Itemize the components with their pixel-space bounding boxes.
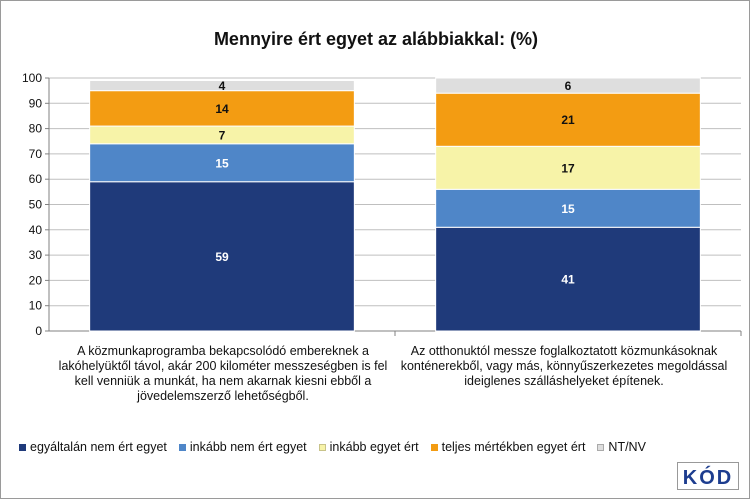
category-label-2: Az otthonuktól messze foglalkoztatott kö…: [400, 344, 728, 388]
bar-segment: [89, 80, 355, 92]
y-tick-label: 50: [29, 198, 43, 212]
legend-item: inkább nem ért egyet: [178, 440, 307, 454]
legend-swatch: [178, 443, 186, 451]
data-label: 21: [561, 113, 575, 127]
data-label: 15: [215, 156, 229, 170]
y-tick-label: 20: [29, 273, 43, 287]
legend-label: NT/NV: [608, 440, 646, 454]
bar-segment: [435, 145, 701, 190]
data-label: 15: [561, 202, 575, 216]
bar-segment: [89, 143, 355, 183]
legend-swatch: [597, 443, 605, 451]
legend-item: teljes mértékben egyet ért: [430, 440, 586, 454]
legend-item: inkább egyet ért: [318, 440, 419, 454]
data-label: 4: [219, 79, 226, 93]
data-label: 17: [561, 161, 575, 175]
data-label: 6: [565, 79, 572, 93]
logo-border: [677, 462, 739, 490]
y-tick-label: 90: [29, 96, 43, 110]
legend: egyáltalán nem ért egyet inkább nem ért …: [19, 438, 658, 456]
data-label: 59: [215, 250, 229, 264]
legend-swatch: [19, 443, 26, 451]
data-label: 7: [219, 128, 226, 142]
legend-label: teljes mértékben egyet ért: [441, 440, 586, 454]
y-tick-label: 70: [29, 147, 43, 161]
y-tick-label: 30: [29, 248, 43, 262]
chart-title: Mennyire ért egyet az alábbiakkal: (%): [213, 29, 539, 49]
stacked-bar-chart: 0 10 20 30 40 50 60 70 80 90 100 59 15 7 14 4 41 15 17 21 6: [22, 71, 742, 338]
y-tick-label: 10: [29, 299, 43, 313]
data-label: 14: [215, 102, 229, 116]
y-tick-label: 0: [35, 324, 42, 338]
category-label-1: A közmunkaprogramba bekapcsolódó emberek…: [58, 344, 388, 403]
y-tick-label: 80: [29, 122, 43, 136]
y-tick-label: 40: [29, 223, 43, 237]
bar-segment: [435, 188, 701, 228]
bar-segment: [435, 77, 701, 94]
legend-label: inkább egyet ért: [329, 440, 419, 454]
legend-swatch: [318, 443, 326, 451]
y-tick-label: 100: [22, 71, 42, 85]
legend-label: egyáltalán nem ért egyet: [30, 440, 167, 454]
data-label: 41: [561, 273, 575, 287]
legend-item: NT/NV: [597, 440, 646, 454]
legend-item: egyáltalán nem ért egyet: [19, 440, 167, 454]
y-tick-label: 60: [29, 172, 43, 186]
legend-swatch: [430, 443, 438, 451]
bar-segment: [435, 92, 701, 147]
bar-segment: [89, 181, 355, 332]
legend-label: inkább nem ért egyet: [189, 440, 307, 454]
bar-segment: [435, 226, 701, 332]
bar-segment: [89, 90, 355, 127]
kod-logo: KÓD: [677, 462, 739, 490]
logo-text: KÓD: [683, 465, 733, 489]
